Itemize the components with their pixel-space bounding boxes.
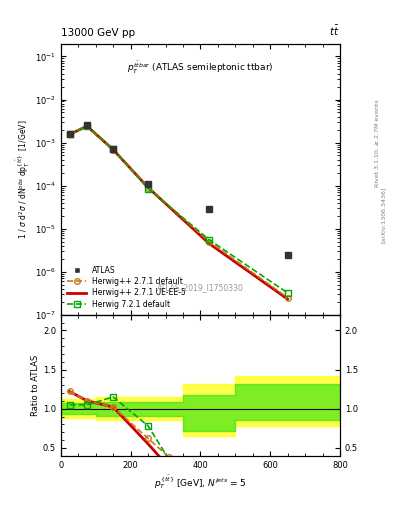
Text: $t\bar{t}$: $t\bar{t}$ bbox=[329, 24, 340, 38]
X-axis label: $p^{\{t\bar{t}\}}_T$ [GeV], $N^{jets}$ = 5: $p^{\{t\bar{t}\}}_T$ [GeV], $N^{jets}$ =… bbox=[154, 474, 247, 492]
Text: 13000 GeV pp: 13000 GeV pp bbox=[61, 28, 135, 38]
Text: Rivet 3.1.10, ≥ 2.7M events: Rivet 3.1.10, ≥ 2.7M events bbox=[375, 99, 380, 187]
Text: ATLAS_2019_I1750330: ATLAS_2019_I1750330 bbox=[157, 283, 244, 292]
Text: $p_T^{t\bar{t}bar}$ (ATLAS semileptonic ttbar): $p_T^{t\bar{t}bar}$ (ATLAS semileptonic … bbox=[127, 60, 274, 76]
Text: [arXiv:1306.3436]: [arXiv:1306.3436] bbox=[381, 187, 386, 243]
Legend: ATLAS, Herwig++ 2.7.1 default, Herwig++ 2.7.1 UE-EE-5, Herwig 7.2.1 default: ATLAS, Herwig++ 2.7.1 default, Herwig++ … bbox=[65, 263, 188, 311]
Y-axis label: 1 / $\sigma$ d$^2\sigma$ / dN$^{obs}$ dp$^{\{t\bar{t}\}}_T$  [1/GeV]: 1 / $\sigma$ d$^2\sigma$ / dN$^{obs}$ dp… bbox=[15, 119, 32, 239]
Y-axis label: Ratio to ATLAS: Ratio to ATLAS bbox=[31, 354, 40, 416]
